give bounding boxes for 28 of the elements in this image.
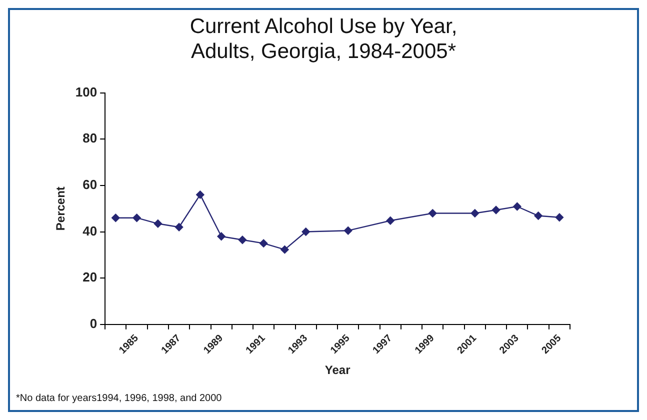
point: [196, 190, 204, 199]
point: [534, 212, 542, 220]
chart-title: Current Alcohol Use by Year, Adults, Georgia, 1984-2005*: [188, 14, 458, 64]
point: [428, 209, 437, 218]
point: [132, 214, 141, 222]
text: *No data for years1994, 1996, 1998, and 2000: [16, 393, 222, 404]
point: [154, 220, 162, 228]
point: [112, 214, 120, 222]
y-tick-label: 0: [90, 316, 98, 331]
point: [555, 213, 564, 222]
y-tick-label: 60: [82, 177, 98, 192]
y-tick-label: 80: [82, 130, 98, 146]
point: [386, 216, 394, 225]
point: [238, 236, 247, 244]
point: [470, 209, 480, 218]
y-tick-label: 40: [82, 223, 98, 238]
point: [492, 206, 500, 214]
y-tick-label: 20: [82, 270, 98, 285]
point: [344, 226, 352, 235]
point: [280, 245, 289, 254]
point: [513, 202, 522, 211]
y-axis-title: Percent: [54, 186, 68, 231]
y-tick-label: 100: [75, 84, 98, 100]
x-axis-title: Year: [324, 363, 351, 378]
point: [302, 228, 310, 236]
point: [259, 239, 268, 248]
point: [174, 223, 184, 232]
point: [217, 232, 226, 240]
